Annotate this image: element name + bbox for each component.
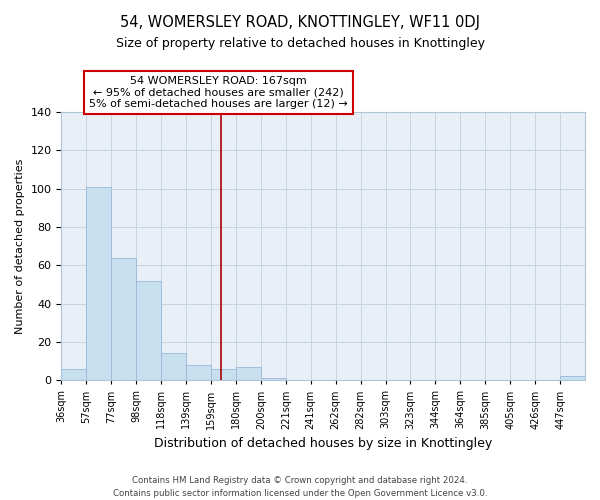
Bar (111, 258, 136, 380)
Bar (186, 365, 211, 380)
Bar (61, 369, 86, 380)
Bar (261, 378, 286, 380)
Bar (211, 369, 236, 380)
Bar (86, 187, 111, 380)
Text: 54, WOMERSLEY ROAD, KNOTTINGLEY, WF11 0DJ: 54, WOMERSLEY ROAD, KNOTTINGLEY, WF11 0D… (120, 15, 480, 30)
Bar (236, 367, 261, 380)
X-axis label: Distribution of detached houses by size in Knottingley: Distribution of detached houses by size … (154, 437, 493, 450)
Bar (161, 354, 186, 380)
Y-axis label: Number of detached properties: Number of detached properties (15, 158, 25, 334)
Text: Size of property relative to detached houses in Knottingley: Size of property relative to detached ho… (115, 38, 485, 51)
Text: 54 WOMERSLEY ROAD: 167sqm
← 95% of detached houses are smaller (242)
5% of semi-: 54 WOMERSLEY ROAD: 167sqm ← 95% of detac… (89, 76, 348, 110)
Text: Contains HM Land Registry data © Crown copyright and database right 2024.
Contai: Contains HM Land Registry data © Crown c… (113, 476, 487, 498)
Bar (136, 280, 161, 380)
Bar (560, 376, 585, 380)
